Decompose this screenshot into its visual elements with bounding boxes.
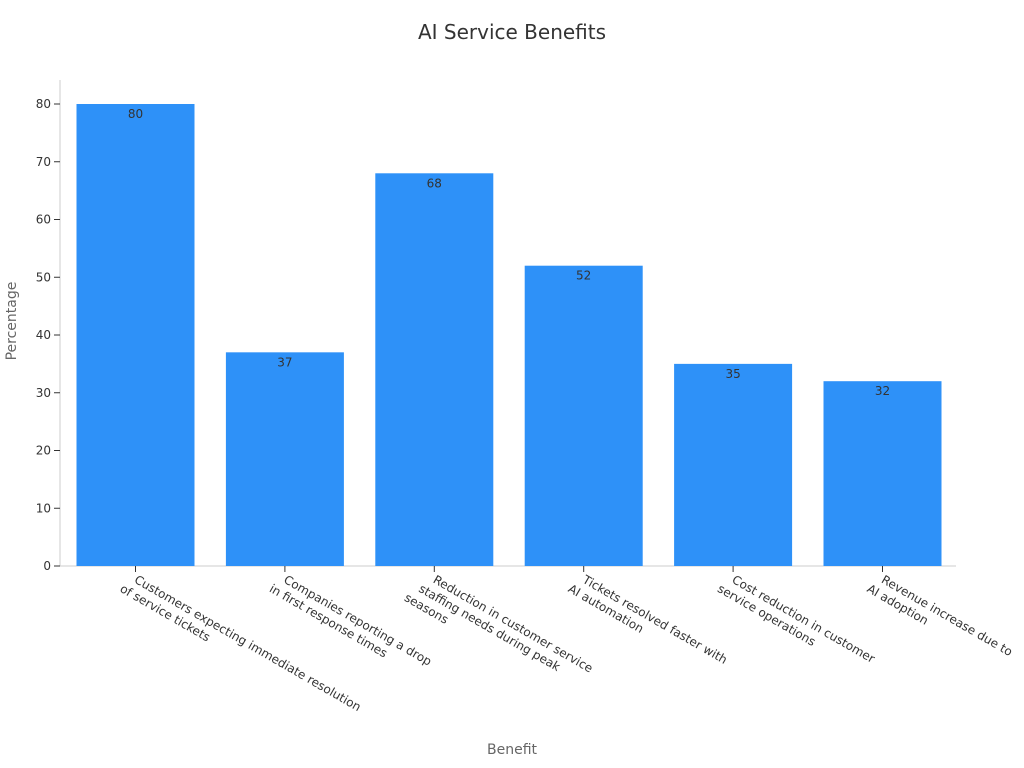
y-tick-label: 50 (36, 270, 51, 284)
bar-data-label: 80 (128, 107, 143, 121)
y-tick-label: 0 (43, 559, 51, 573)
x-tick-label-line: Cost reduction in customer (730, 572, 878, 665)
bar (76, 104, 195, 566)
bar (375, 173, 494, 567)
bar-data-label: 37 (277, 355, 292, 369)
bar-data-label: 52 (576, 269, 591, 283)
bar (823, 381, 942, 566)
bar (225, 352, 344, 566)
x-tick-label-line: Tickets resolved faster with (579, 572, 729, 667)
x-axis-label: Benefit (486, 742, 537, 758)
chart-title: AI Service Benefits (417, 20, 607, 44)
x-tick-label-line: Revenue increase due to (879, 572, 1015, 659)
bar-data-label: 35 (725, 367, 740, 381)
y-tick-label: 40 (36, 328, 51, 342)
y-tick-label: 80 (36, 97, 51, 111)
y-tick-label: 70 (36, 155, 51, 169)
x-tick-label-line: Companies reporting a drop (281, 572, 434, 668)
y-tick-label: 60 (36, 213, 51, 227)
bar (674, 363, 793, 566)
bar (524, 265, 643, 566)
x-tick-label: Customers expecting immediate resolution… (118, 572, 364, 714)
y-tick-label: 30 (36, 386, 51, 400)
bar-data-label: 68 (427, 176, 442, 190)
y-tick-label: 20 (36, 444, 51, 458)
bar-data-label: 32 (875, 384, 890, 398)
x-tick-label-line: Customers expecting immediate resolution (132, 572, 363, 714)
x-tick-label-line: staffing needs during peak (416, 581, 562, 674)
y-tick-label: 10 (36, 501, 51, 515)
